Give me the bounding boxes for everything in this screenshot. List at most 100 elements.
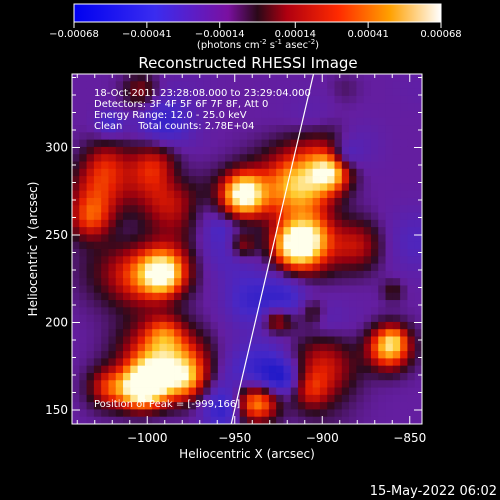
heatmap-cell bbox=[290, 270, 299, 279]
heatmap-cell bbox=[334, 358, 343, 367]
heatmap-cell bbox=[188, 270, 197, 279]
heatmap-cell bbox=[225, 146, 233, 155]
heatmap-cell bbox=[363, 249, 372, 257]
heatmap-cell bbox=[378, 270, 386, 279]
heatmap-cell bbox=[254, 314, 262, 323]
heatmap-cell bbox=[349, 358, 357, 367]
heatmap-cell bbox=[195, 205, 204, 213]
heatmap-cell bbox=[370, 292, 379, 301]
heatmap-cell bbox=[232, 416, 241, 424]
heatmap-cell bbox=[261, 402, 270, 410]
heatmap-cell bbox=[137, 227, 146, 235]
heatmap-cell bbox=[261, 358, 270, 367]
heatmap-cell bbox=[334, 234, 343, 243]
heatmap-cell bbox=[298, 212, 306, 221]
heatmap-cell bbox=[349, 103, 357, 111]
heatmap-cell bbox=[356, 234, 365, 243]
heatmap-cell bbox=[166, 168, 175, 177]
heatmap-cell bbox=[130, 197, 139, 206]
heatmap-cell bbox=[101, 394, 109, 403]
heatmap-cell bbox=[327, 146, 335, 155]
heatmap-cell bbox=[195, 409, 204, 418]
heatmap-cell bbox=[370, 387, 379, 396]
heatmap-cell bbox=[137, 329, 146, 337]
heatmap-cell bbox=[268, 372, 277, 381]
heatmap-cell bbox=[144, 234, 153, 243]
heatmap-cell bbox=[86, 365, 95, 374]
heatmap-cell bbox=[123, 307, 131, 316]
colorbar-gradient bbox=[73, 3, 442, 23]
heatmap-cell bbox=[159, 358, 168, 367]
heatmap-cell bbox=[166, 343, 175, 352]
heatmap-cell bbox=[203, 307, 211, 316]
heatmap-cell bbox=[341, 197, 350, 206]
heatmap-cell bbox=[414, 190, 422, 199]
heatmap-cell bbox=[93, 168, 102, 177]
heatmap-cell bbox=[356, 292, 365, 301]
heatmap-cell bbox=[305, 365, 314, 374]
heatmap-cell bbox=[392, 358, 401, 367]
heatmap-cell bbox=[72, 394, 80, 403]
heatmap-cell bbox=[268, 380, 277, 388]
heatmap-cell bbox=[276, 146, 284, 155]
heatmap-cell bbox=[195, 249, 204, 257]
heatmap-cell bbox=[217, 103, 226, 111]
heatmap-cell bbox=[349, 416, 357, 424]
heatmap-cell bbox=[101, 372, 109, 381]
heatmap-cell bbox=[349, 241, 357, 250]
heatmap-cell bbox=[210, 88, 219, 97]
heatmap-cell bbox=[283, 278, 292, 286]
heatmap-cell bbox=[341, 307, 350, 316]
heatmap-cell bbox=[232, 241, 241, 250]
heatmap-cell bbox=[152, 380, 160, 388]
heatmap-cell bbox=[385, 103, 394, 111]
heatmap-cell bbox=[392, 351, 401, 359]
heatmap-cell bbox=[79, 74, 87, 82]
heatmap-cell bbox=[203, 278, 211, 286]
heatmap-cell bbox=[305, 125, 314, 133]
heatmap-cell bbox=[174, 409, 182, 418]
heatmap-cell bbox=[378, 343, 386, 352]
heatmap-cell bbox=[188, 358, 197, 367]
heatmap-cell bbox=[363, 212, 372, 221]
heatmap-cell bbox=[392, 176, 401, 184]
heatmap-cell bbox=[115, 139, 124, 148]
heatmap-cell bbox=[174, 183, 182, 192]
heatmap-cell bbox=[181, 343, 190, 352]
heatmap-cell bbox=[334, 227, 343, 235]
heatmap-cell bbox=[115, 103, 124, 111]
heatmap-cell bbox=[115, 307, 124, 316]
heatmap-cell bbox=[72, 263, 80, 272]
heatmap-cell bbox=[268, 416, 277, 424]
heatmap-cell bbox=[108, 103, 117, 111]
heatmap-cell bbox=[349, 263, 357, 272]
heatmap-cell bbox=[319, 249, 328, 257]
heatmap-cell bbox=[400, 74, 408, 82]
heatmap-cell bbox=[159, 387, 168, 396]
heatmap-cell bbox=[341, 380, 350, 388]
heatmap-cell bbox=[159, 183, 168, 192]
heatmap-cell bbox=[334, 154, 343, 162]
heatmap-cell bbox=[283, 372, 292, 381]
heatmap-cell bbox=[327, 205, 335, 213]
heatmap-cell bbox=[385, 336, 394, 345]
heatmap-cell bbox=[407, 146, 416, 155]
heatmap-cell bbox=[247, 146, 255, 155]
heatmap-cell bbox=[181, 365, 190, 374]
heatmap-cell bbox=[378, 132, 386, 141]
heatmap-cell bbox=[363, 278, 372, 286]
heatmap-cell bbox=[392, 409, 401, 418]
heatmap-cell bbox=[356, 394, 365, 403]
heatmap-cell bbox=[349, 168, 357, 177]
heatmap-cell bbox=[115, 380, 124, 388]
heatmap-cell bbox=[290, 81, 299, 89]
heatmap-cell bbox=[239, 176, 248, 184]
heatmap-cell bbox=[152, 307, 160, 316]
heatmap-cell bbox=[378, 416, 386, 424]
heatmap-cell bbox=[363, 358, 372, 367]
heatmap-cell bbox=[72, 329, 80, 337]
heatmap-cell bbox=[123, 365, 131, 374]
heatmap-cell bbox=[159, 394, 168, 403]
heatmap-cell bbox=[210, 190, 219, 199]
info-energy-range: Energy Range: 12.0 - 25.0 keV bbox=[94, 110, 247, 121]
